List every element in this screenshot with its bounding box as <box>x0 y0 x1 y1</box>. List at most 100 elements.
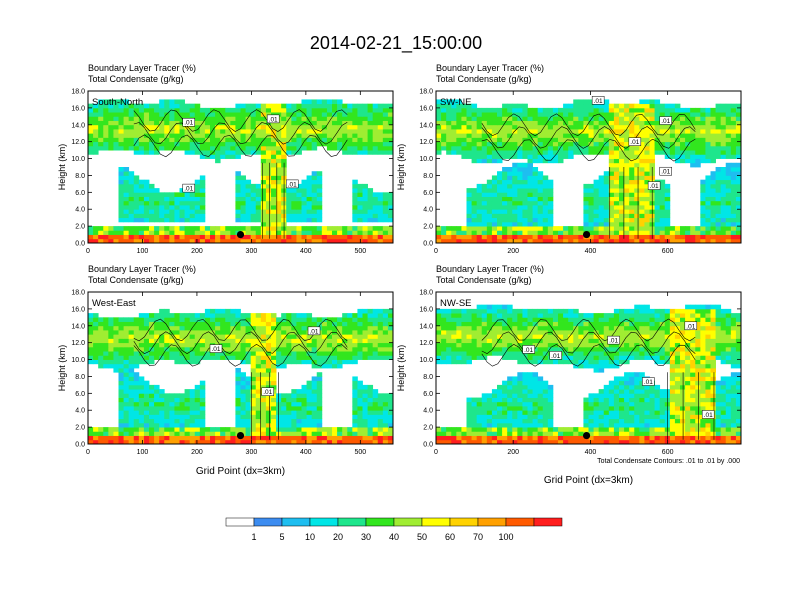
field-cell <box>230 129 236 134</box>
field-cell <box>367 150 374 155</box>
field-cell <box>690 116 696 121</box>
field-cell <box>446 234 452 240</box>
field-cell <box>199 129 206 134</box>
field-cell <box>735 205 741 210</box>
field-cell <box>497 238 503 243</box>
field-cell <box>306 321 313 327</box>
field-cell <box>372 230 379 235</box>
field-cell <box>491 137 498 143</box>
field-cell <box>502 435 508 441</box>
field-cell <box>372 346 379 352</box>
field-cell <box>608 205 615 210</box>
field-cell <box>382 129 389 134</box>
field-cell <box>301 213 307 219</box>
panel-label: South-North <box>92 97 143 108</box>
field-cell <box>255 137 262 143</box>
field-cell <box>347 120 353 126</box>
field-cell <box>230 351 236 356</box>
field-cell <box>194 427 201 432</box>
field-cell <box>583 221 589 227</box>
field-cell <box>332 321 338 327</box>
field-cell <box>446 145 452 151</box>
condensate-contours <box>481 113 696 239</box>
field-cell <box>128 230 135 235</box>
field-cell <box>265 384 272 390</box>
field-cell <box>240 175 246 181</box>
field-cell <box>118 418 124 424</box>
field-cell <box>154 133 160 138</box>
field-cell <box>316 120 323 126</box>
field-cell <box>281 342 287 348</box>
field-cell <box>286 230 292 235</box>
field-cell <box>730 230 737 235</box>
field-cell <box>225 338 231 344</box>
field-cell <box>522 175 528 181</box>
field-cell <box>598 188 605 193</box>
field-cell <box>532 137 539 143</box>
field-cell <box>245 342 252 348</box>
field-cell <box>357 112 363 117</box>
field-cell <box>362 196 368 202</box>
field-cell <box>654 99 661 105</box>
field-cell <box>235 200 241 206</box>
field-cell <box>210 308 216 314</box>
field-cell <box>578 103 584 109</box>
field-cell <box>123 217 130 223</box>
field-cell <box>260 351 267 356</box>
panel-4-title: Boundary Layer Tracer (%) Total Condensa… <box>436 264 544 286</box>
field-cell <box>265 234 272 240</box>
field-cell <box>154 351 160 356</box>
field-cell <box>357 355 363 360</box>
field-cell <box>649 124 655 130</box>
field-cell <box>306 107 313 113</box>
field-cell <box>98 116 104 121</box>
field-cell <box>700 124 706 130</box>
field-cell <box>507 141 513 147</box>
field-cell <box>603 107 610 113</box>
field-cell <box>316 209 323 214</box>
field-cell <box>725 183 732 189</box>
field-cell <box>174 99 180 105</box>
field-cell <box>507 171 513 176</box>
field-cell <box>276 342 282 348</box>
field-cell <box>588 112 594 117</box>
field-cell <box>189 112 196 117</box>
field-cell <box>512 238 518 243</box>
field-cell <box>362 213 368 219</box>
field-cell <box>517 154 523 159</box>
field-cell <box>558 238 564 243</box>
field-cell <box>527 435 533 441</box>
field-cell <box>133 183 140 189</box>
field-cell <box>644 221 650 227</box>
field-cell <box>568 145 574 151</box>
field-cell <box>547 205 554 210</box>
field-cell <box>695 107 701 113</box>
field-cell <box>128 368 135 373</box>
field-cells <box>88 308 393 444</box>
field-cell <box>306 188 313 193</box>
field-cell <box>189 418 196 424</box>
field-cell <box>230 112 236 117</box>
field-cell <box>245 431 252 436</box>
field-cell <box>225 308 231 314</box>
field-cell <box>143 209 150 214</box>
field-cell <box>326 330 333 335</box>
field-cell <box>245 384 252 390</box>
field-cell <box>250 145 257 151</box>
x-tick-label: 300 <box>246 449 258 456</box>
field-cell <box>720 192 727 197</box>
field-cell <box>291 230 297 235</box>
field-cell <box>730 435 737 441</box>
field-cell <box>547 230 554 235</box>
field-cell <box>563 154 569 159</box>
field-cell <box>311 342 318 348</box>
field-cell <box>654 200 661 206</box>
field-cell <box>357 103 363 109</box>
field-cell <box>225 145 231 151</box>
field-cell <box>735 435 741 441</box>
field-cell <box>189 124 196 130</box>
field-cell <box>613 150 620 155</box>
field-cell <box>476 124 483 130</box>
field-cell <box>138 179 145 185</box>
field-cell <box>255 226 262 231</box>
